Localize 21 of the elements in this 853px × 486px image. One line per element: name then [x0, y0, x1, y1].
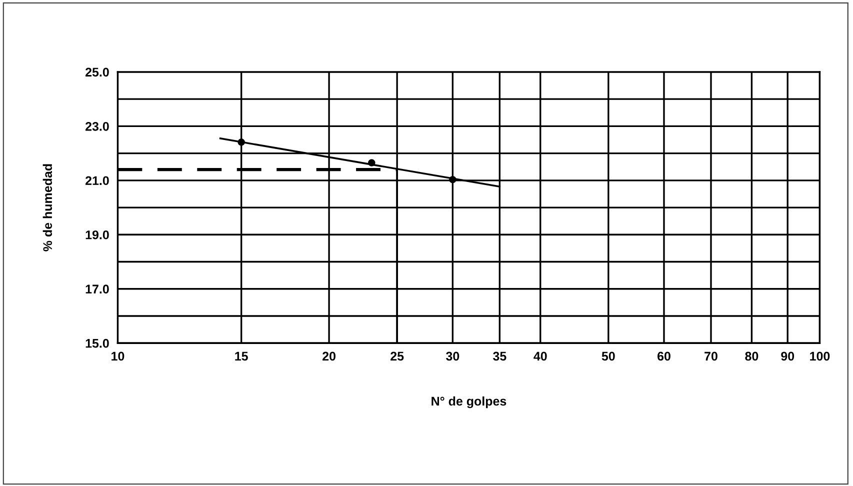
y-tick-label: 25.0 — [85, 68, 109, 77]
x-tick-label: 40 — [534, 352, 547, 361]
x-tick-label: 70 — [704, 352, 718, 361]
x-tick-label: 50 — [602, 352, 615, 361]
x-tick-label: 30 — [446, 352, 460, 361]
x-tick-label: 15 — [235, 352, 248, 361]
y-tick-label: 17.0 — [86, 284, 109, 294]
x-tick-label: 25 — [390, 352, 404, 361]
y-tick-label: 21.0 — [85, 176, 109, 186]
y-tick-label: 15.0 — [86, 338, 109, 348]
y-tick-label: 19.0 — [86, 230, 109, 240]
y-tick-label: 23.0 — [85, 122, 109, 131]
x-tick-label: 100 — [810, 352, 830, 361]
x-axis-title: N° de golpes — [432, 396, 506, 408]
x-tick-label: 35 — [492, 352, 506, 361]
x-tick-label: 10 — [112, 352, 124, 361]
y-axis-title: % de humedad — [42, 164, 52, 252]
x-tick-label: 60 — [657, 352, 670, 361]
x-tick-label: 80 — [745, 352, 758, 361]
x-tick-label: 20 — [322, 352, 336, 361]
x-tick-label: 90 — [781, 352, 794, 361]
